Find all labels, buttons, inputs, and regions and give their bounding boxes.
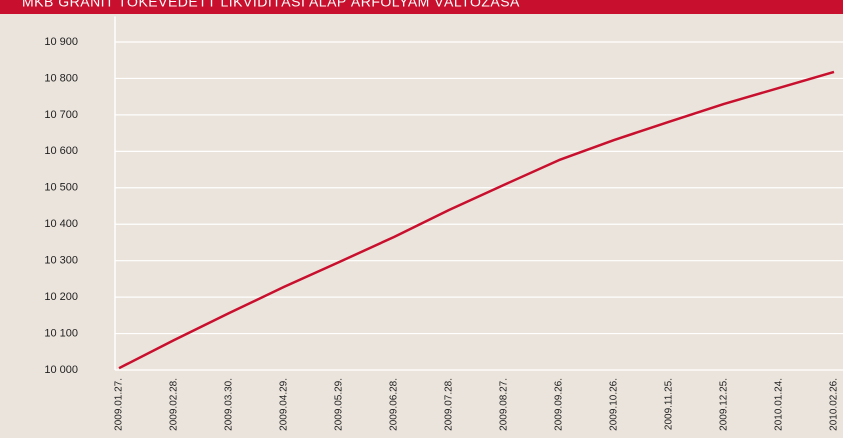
x-tick-label: 2009.12.25. (719, 378, 730, 431)
x-tick-label: 2009.06.28. (389, 378, 400, 431)
y-tick-label: 10 700 (44, 109, 78, 121)
y-tick-label: 10 300 (44, 255, 78, 267)
y-tick-label: 10 800 (44, 72, 78, 84)
chart-title: MKB GRÁNIT TŐKEVÉDETT LIKVIDITÁSI ALAP Á… (22, 0, 520, 10)
x-tick-label: 2009.10.26. (609, 378, 620, 431)
x-tick-label: 2009.07.28. (444, 378, 455, 431)
title-bar (0, 0, 843, 14)
x-tick-label: 2009.11.25. (664, 378, 675, 430)
x-tick-label: 2010.01.24. (774, 378, 785, 431)
x-tick-label: 2009.05.29. (334, 378, 345, 431)
y-tick-label: 10 100 (44, 327, 78, 339)
y-tick-label: 10 600 (44, 145, 78, 157)
x-tick-label: 2009.08.27. (499, 378, 510, 431)
x-tick-label: 2009.03.30. (224, 378, 235, 431)
x-tick-label: 2009.09.26. (554, 378, 565, 431)
x-tick-label: 2009.02.28. (169, 378, 180, 431)
y-tick-label: 10 400 (44, 218, 78, 230)
y-tick-label: 10 900 (44, 36, 78, 48)
y-tick-label: 10 000 (44, 364, 78, 376)
x-tick-label: 2010.02.26. (829, 378, 840, 431)
y-tick-label: 10 500 (44, 182, 78, 194)
line-series (118, 70, 835, 370)
y-tick-label: 10 200 (44, 291, 78, 303)
x-tick-label: 2009.01.27. (114, 378, 125, 431)
x-tick-label: 2009.04.29. (279, 378, 290, 431)
